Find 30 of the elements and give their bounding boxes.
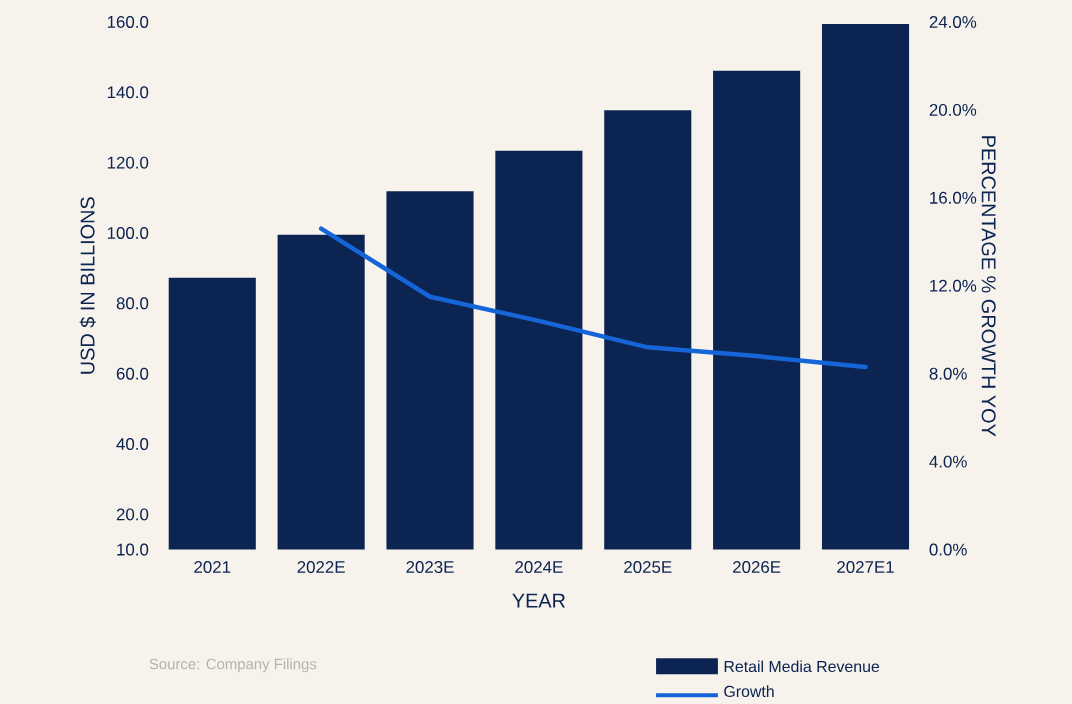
- y2-tick-label: 8.0%: [929, 367, 967, 380]
- y-tick-label: 140.0: [107, 86, 149, 99]
- x-tick-label: 2021: [194, 560, 231, 573]
- x-tick-label: 2022E: [297, 560, 345, 573]
- y-tick-label: 10.0: [117, 543, 149, 556]
- legend-label: Growth: [724, 685, 774, 697]
- y-tick-label: 160.0: [107, 15, 149, 28]
- x-tick-label: 2024E: [515, 560, 563, 573]
- y2-tick-label: 4.0%: [929, 455, 967, 468]
- y2-axis-title: PERCENTAGE % GROWTH YOY: [981, 136, 996, 437]
- y2-tick-label: 16.0%: [930, 191, 977, 204]
- x-tick-label: 2025E: [624, 560, 672, 573]
- y2-tick-label: 20.0%: [929, 103, 977, 116]
- y-tick-label: 120.0: [107, 156, 149, 169]
- x-tick-label: 2023E: [406, 560, 454, 573]
- x-axis-title: YEAR: [512, 593, 566, 608]
- y-axis-title: USD $ IN BILLIONS: [79, 197, 96, 374]
- y-tick-label: 40.0: [116, 437, 149, 450]
- y2-tick-label: 12.0%: [930, 279, 977, 292]
- source-note: Source: Company Filings: [149, 658, 317, 673]
- x-tick-label: 2027E1: [837, 560, 894, 573]
- y-tick-label: 80.0: [116, 297, 149, 310]
- y-tick-label: 60.0: [116, 367, 149, 380]
- y-tick-label: 100.0: [107, 226, 149, 239]
- y-tick-label: 20.0: [116, 508, 149, 521]
- y2-tick-label: 0.0%: [929, 543, 967, 556]
- legend-label: Retail Media Revenue: [724, 660, 880, 673]
- y2-tick-label: 24.0%: [929, 15, 977, 28]
- line-series: [318, 226, 868, 370]
- x-tick-label: 2026E: [733, 560, 781, 573]
